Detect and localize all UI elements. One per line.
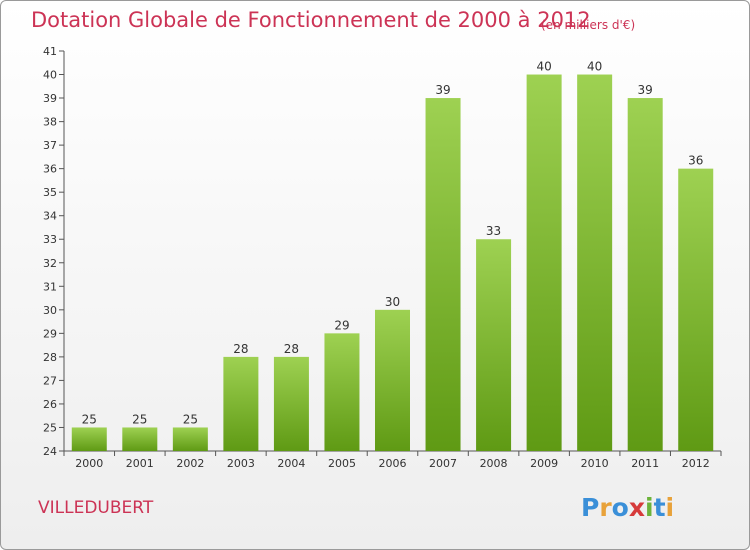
bar-2004 [273, 356, 309, 451]
value-label-2003: 28 [233, 342, 248, 356]
value-label-2009: 40 [536, 60, 551, 74]
commune-name: VILLEDUBERT [38, 498, 154, 518]
value-label-2000: 25 [82, 412, 97, 426]
x-tick-label-2000: 2000 [75, 457, 103, 470]
x-tick-label-2003: 2003 [227, 457, 255, 470]
y-tick-label: 32 [43, 257, 57, 270]
y-tick-label: 38 [43, 116, 57, 129]
value-label-2008: 33 [486, 224, 501, 238]
value-label-2002: 25 [183, 412, 198, 426]
bar-2005 [324, 333, 360, 451]
x-tick-label-2006: 2006 [379, 457, 407, 470]
bar-2007 [425, 98, 461, 451]
x-tick-label-2004: 2004 [277, 457, 305, 470]
value-label-2001: 25 [132, 412, 147, 426]
chart-subtitle: (en milliers d'€) [541, 18, 636, 32]
bar-2008 [476, 239, 512, 451]
y-tick-label: 33 [43, 233, 57, 246]
y-tick-label: 28 [43, 351, 57, 364]
value-label-2011: 39 [638, 83, 653, 97]
y-tick-label: 26 [43, 398, 57, 411]
bar-2001 [122, 427, 158, 451]
value-label-2006: 30 [385, 295, 400, 309]
bar-2002 [172, 427, 208, 451]
value-label-2012: 36 [688, 154, 703, 168]
bar-2011 [627, 98, 663, 451]
x-tick-label-2010: 2010 [581, 457, 609, 470]
bar-2010 [577, 74, 613, 451]
value-label-2005: 29 [334, 318, 349, 332]
x-tick-label-2008: 2008 [480, 457, 508, 470]
y-tick-label: 37 [43, 139, 57, 152]
y-tick-label: 27 [43, 374, 57, 387]
value-label-2010: 40 [587, 60, 602, 74]
y-tick-label: 35 [43, 186, 57, 199]
y-tick-label: 36 [43, 163, 57, 176]
chart-title: Dotation Globale de Fonctionnement de 20… [31, 8, 591, 32]
x-tick-label-2002: 2002 [176, 457, 204, 470]
y-tick-label: 39 [43, 92, 57, 105]
y-tick-label: 40 [43, 69, 57, 82]
y-tick-label: 41 [43, 45, 57, 58]
proxiti-logo: Proxiti [581, 493, 674, 522]
y-tick-label: 31 [43, 280, 57, 293]
y-tick-label: 24 [43, 445, 57, 458]
value-label-2004: 28 [284, 342, 299, 356]
y-tick-label: 25 [43, 421, 57, 434]
y-tick-label: 30 [43, 304, 57, 317]
svg-text:Proxiti: Proxiti [581, 493, 674, 522]
y-tick-label: 29 [43, 327, 57, 340]
x-tick-label-2001: 2001 [126, 457, 154, 470]
bar-2009 [526, 74, 562, 451]
bar-2012 [678, 168, 714, 451]
bar-2003 [223, 356, 259, 451]
x-tick-label-2012: 2012 [682, 457, 710, 470]
bar-2006 [375, 309, 410, 451]
y-tick-label: 34 [43, 210, 57, 223]
x-tick-label-2007: 2007 [429, 457, 457, 470]
x-tick-label-2005: 2005 [328, 457, 356, 470]
x-tick-label-2011: 2011 [631, 457, 659, 470]
bar-2000 [71, 427, 107, 451]
x-tick-label-2009: 2009 [530, 457, 558, 470]
value-label-2007: 39 [435, 83, 450, 97]
